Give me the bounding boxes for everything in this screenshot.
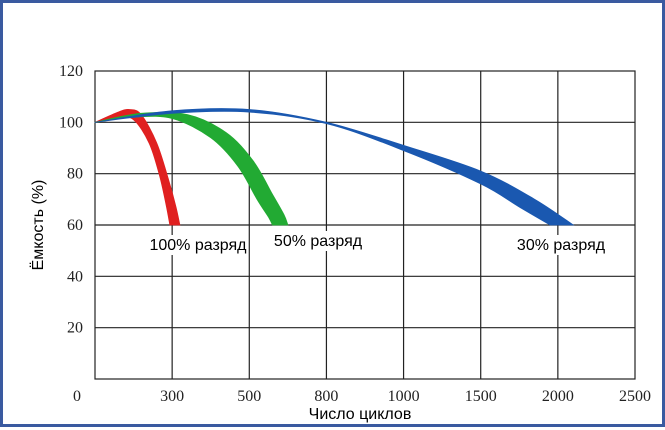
band-label-background [272, 231, 364, 251]
band-label-background [147, 235, 249, 255]
capacity-band-1 [94, 109, 181, 226]
x-tick-label: 2000 [542, 388, 574, 405]
y-tick-label: 100 [59, 114, 83, 131]
y-tick-label: 60 [67, 217, 83, 234]
band-label-background [515, 235, 607, 255]
x-tick-label: 1500 [465, 388, 497, 405]
x-tick-label: 500 [237, 388, 261, 405]
y-tick-label: 80 [67, 166, 83, 183]
band-label-1: 100% разряд [149, 237, 247, 254]
capacity-bands [94, 108, 575, 226]
x-tick-label: 300 [160, 388, 184, 405]
x-ticks: 0 300 500 800 1000 1500 2000 2500 [73, 388, 651, 405]
x-tick-label: 2500 [619, 388, 651, 405]
chart-svg: 20 40 60 80 100 120 0 300 500 800 1000 1500 2000 250… [29, 63, 651, 423]
x-tick-label: 1000 [388, 388, 420, 405]
y-tick-label: 40 [67, 268, 83, 285]
capacity-band-2 [94, 111, 289, 226]
x-tick-label: 0 [73, 388, 81, 405]
band-label-2: 50% разряд [274, 233, 363, 250]
y-tick-label: 20 [67, 320, 83, 337]
band-label-3: 30% разряд [517, 237, 606, 254]
x-axis-label: Число циклов [309, 406, 412, 423]
y-tick-label: 120 [59, 63, 83, 80]
band-labels: 100% разряд 50% разряд 30% разряд [147, 231, 607, 255]
y-ticks: 20 40 60 80 100 120 [59, 63, 83, 337]
grid [95, 71, 635, 379]
x-tick-label: 800 [314, 388, 338, 405]
capacity-band-3 [94, 108, 575, 226]
y-axis-label: Ёмкость (%) [29, 180, 47, 271]
